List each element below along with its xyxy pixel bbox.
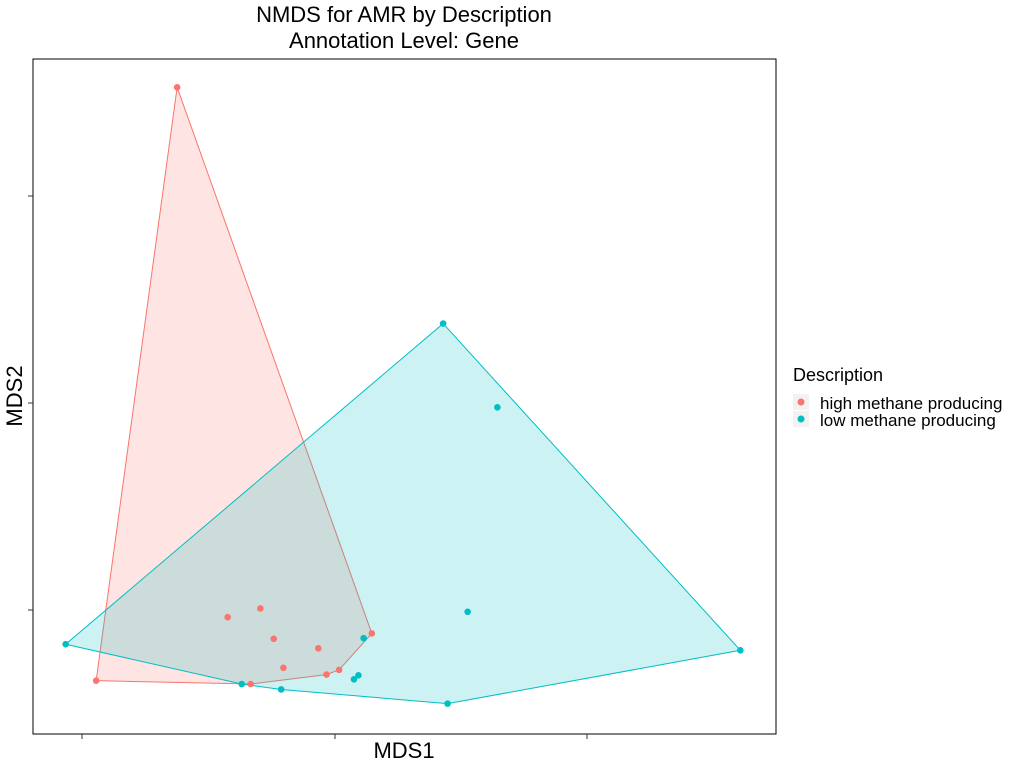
- legend-key-dot: [797, 415, 805, 423]
- data-point-high: [335, 666, 343, 674]
- plot-area: [62, 84, 744, 707]
- x-axis-label: MDS1: [373, 738, 434, 763]
- chart-title: NMDS for AMR by Description: [256, 2, 552, 27]
- y-axis-label: MDS2: [2, 365, 27, 426]
- legend: Description high methane producing low m…: [793, 365, 1002, 430]
- legend-item-low: low methane producing: [793, 411, 996, 430]
- data-point-low: [62, 640, 69, 648]
- data-point-high: [368, 630, 376, 637]
- data-point-high: [270, 635, 278, 643]
- data-point-high: [280, 664, 287, 672]
- data-point-low: [464, 608, 471, 616]
- data-point-low: [737, 647, 744, 654]
- data-point-low: [360, 634, 367, 642]
- data-point-low: [444, 700, 451, 707]
- data-point-high: [247, 680, 254, 688]
- data-point-low: [355, 671, 362, 679]
- data-point-high: [173, 84, 181, 91]
- x-axis-ticks: [81, 734, 588, 739]
- legend-label-low: low methane producing: [820, 411, 996, 430]
- data-point-low: [277, 686, 285, 693]
- data-point-low: [439, 320, 447, 327]
- data-point-high: [323, 671, 330, 678]
- data-point-high: [92, 677, 100, 684]
- data-point-high: [257, 605, 264, 612]
- legend-item-high: high methane producing: [793, 394, 1002, 413]
- data-point-low: [494, 404, 501, 411]
- y-axis-ticks: [28, 195, 33, 611]
- data-point-low: [350, 676, 358, 683]
- legend-key-dot: [797, 398, 805, 406]
- plot-border: [32, 58, 777, 735]
- data-point-low: [238, 680, 246, 688]
- legend-title: Description: [793, 365, 883, 385]
- legend-label-high: high methane producing: [820, 394, 1002, 413]
- data-point-high: [315, 644, 322, 652]
- data-point-high: [224, 613, 231, 621]
- chart-subtitle: Annotation Level: Gene: [289, 28, 519, 53]
